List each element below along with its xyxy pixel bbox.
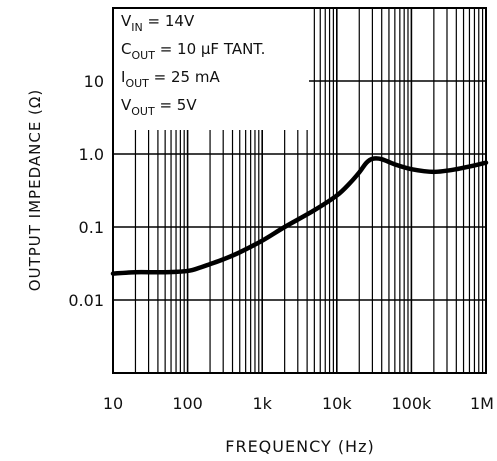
y-tick-label: 0.01 [68,291,104,310]
condition-line: VOUT = 5V [121,96,197,118]
x-tick-label: 10k [322,394,352,413]
y-tick-label: 10 [84,72,104,91]
condition-line: COUT = 10 μF TANT. [121,40,265,62]
x-tick-label: 100 [172,394,203,413]
x-tick-label: 10 [103,394,123,413]
x-tick-label: 1M [470,394,494,413]
x-tick-label: 100k [391,394,432,413]
y-axis-label: OUTPUT IMPEDANCE (Ω) [26,89,44,291]
condition-line: IOUT = 25 mA [121,68,220,90]
plot-frame [112,7,487,374]
condition-line: VIN = 14V [121,12,195,34]
conditions-legend: VIN = 14V COUT = 10 μF TANT. IOUT = 25 mA V… [121,12,265,118]
tick-labels: 10 100 1k 10k 100k 1M 0.01 0.1 1.0 10 [68,72,494,413]
x-axis-label: FREQUENCY (Hz) [225,437,374,456]
output-impedance-curve [110,156,489,276]
x-tick-label: 1k [252,394,272,413]
conditions-box [114,9,309,130]
y-tick-label: 0.1 [79,218,104,237]
y-tick-label: 1.0 [79,145,104,164]
